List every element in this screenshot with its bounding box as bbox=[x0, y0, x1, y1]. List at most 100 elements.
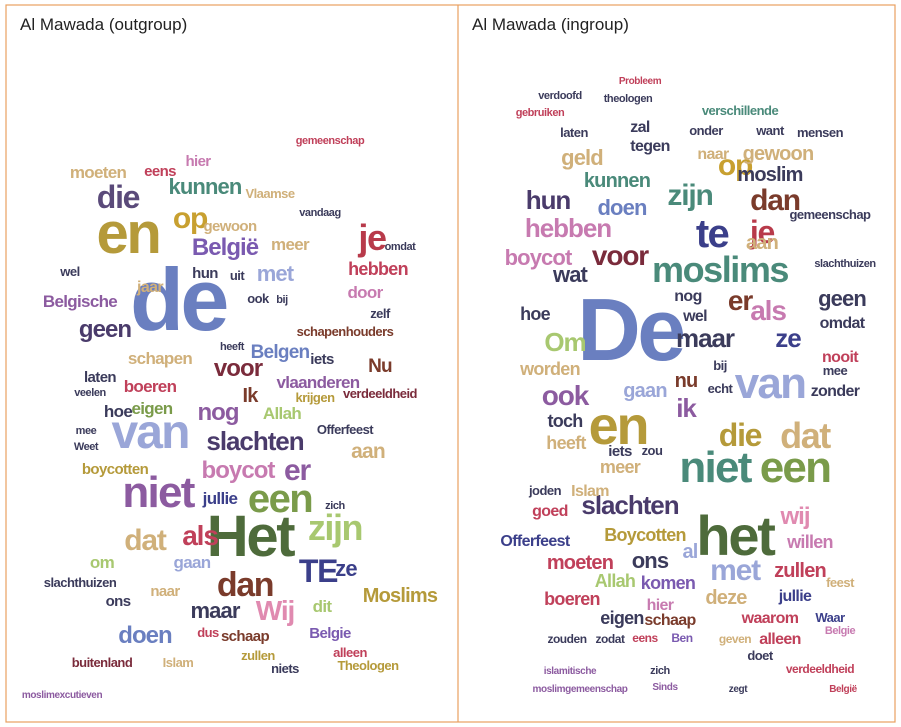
word: mee bbox=[76, 425, 97, 437]
word: zullen bbox=[241, 648, 275, 663]
word: niets bbox=[271, 661, 299, 676]
word: alleen bbox=[333, 645, 367, 660]
word: De bbox=[577, 280, 683, 379]
word: het bbox=[696, 504, 775, 567]
word: slachthuizen bbox=[44, 575, 117, 590]
word: joden bbox=[528, 483, 562, 498]
word: er bbox=[284, 454, 311, 487]
word: kunnen bbox=[584, 170, 650, 192]
word: dit bbox=[313, 597, 333, 616]
word: schaap bbox=[644, 612, 696, 629]
word: Belgen bbox=[251, 342, 310, 363]
word: Islam bbox=[571, 483, 609, 500]
word: naar bbox=[150, 583, 180, 600]
word: doet bbox=[747, 648, 774, 663]
word: België bbox=[192, 234, 259, 261]
word: want bbox=[755, 123, 785, 138]
word: hier bbox=[647, 597, 674, 614]
word: gebruiken bbox=[516, 107, 565, 119]
word: moeten bbox=[70, 163, 127, 182]
word: heeft bbox=[546, 433, 586, 453]
word: verdeeldheid bbox=[343, 386, 418, 401]
word: hoe bbox=[520, 304, 551, 324]
word: verdoofd bbox=[538, 90, 582, 102]
word: slachten bbox=[206, 426, 303, 456]
word: maar bbox=[676, 323, 735, 353]
word: willen bbox=[786, 532, 833, 552]
word: hun bbox=[526, 185, 571, 215]
word: hoe bbox=[104, 402, 132, 421]
word: Theologen bbox=[337, 658, 399, 673]
word: dan bbox=[750, 184, 800, 217]
word: laten bbox=[560, 125, 588, 140]
word: eigen bbox=[131, 399, 172, 418]
word: mensen bbox=[797, 125, 844, 140]
word: Allah bbox=[595, 571, 635, 591]
word: ons bbox=[106, 593, 131, 610]
word: islamitische bbox=[544, 666, 597, 677]
word: hebben bbox=[348, 259, 408, 279]
word: zodat bbox=[596, 632, 625, 646]
word: op bbox=[718, 149, 753, 182]
word: een bbox=[248, 477, 312, 521]
word: vlaanderen bbox=[277, 373, 360, 392]
panel-title: Al Mawada (ingroup) bbox=[472, 15, 629, 34]
word: Belgische bbox=[43, 292, 117, 311]
word: al bbox=[682, 541, 697, 563]
word: je bbox=[749, 214, 775, 250]
word: zelf bbox=[370, 306, 391, 321]
word: echt bbox=[708, 381, 734, 396]
word: nog bbox=[674, 288, 701, 305]
word: gewoon bbox=[743, 143, 814, 165]
frame bbox=[5, 4, 896, 723]
word: en bbox=[589, 396, 648, 456]
word: verschillende bbox=[702, 103, 779, 118]
word: geen bbox=[818, 286, 866, 311]
word: Ben bbox=[671, 631, 692, 645]
word: gewoon bbox=[203, 218, 256, 235]
word: omdat bbox=[820, 315, 866, 332]
word: ze bbox=[335, 556, 357, 581]
word: komen bbox=[641, 573, 695, 593]
word: Belgie bbox=[309, 625, 351, 642]
word: zegt bbox=[729, 684, 748, 695]
word: niet bbox=[679, 443, 752, 492]
word: uit bbox=[230, 268, 246, 283]
word: een bbox=[760, 443, 831, 492]
word: boycot bbox=[202, 457, 276, 484]
word: wij bbox=[779, 503, 809, 530]
word: wel bbox=[682, 308, 707, 325]
word: te bbox=[696, 212, 729, 256]
word: Ik bbox=[242, 385, 259, 407]
word: om bbox=[90, 553, 115, 572]
word: hier bbox=[185, 153, 211, 170]
word: bij bbox=[276, 294, 288, 306]
word: wat bbox=[552, 262, 589, 287]
word: boycotten bbox=[82, 461, 149, 478]
word: dat bbox=[780, 415, 831, 456]
word: Offerfeest bbox=[317, 422, 374, 437]
word: slachthuizen bbox=[814, 258, 876, 270]
word: worden bbox=[519, 359, 580, 379]
word: mee bbox=[823, 363, 848, 378]
word: Weet bbox=[74, 441, 99, 453]
word: dat bbox=[124, 524, 167, 557]
word: jullie bbox=[202, 489, 238, 508]
word: alleen bbox=[759, 631, 801, 648]
word: gaan bbox=[174, 553, 211, 572]
word: meer bbox=[600, 457, 641, 477]
word: omdat bbox=[385, 241, 417, 253]
word: gemeenschap bbox=[296, 135, 365, 147]
word: onder bbox=[689, 123, 723, 138]
word: Om bbox=[544, 327, 585, 357]
word: geld bbox=[561, 145, 603, 170]
word: voor bbox=[592, 240, 649, 271]
word: iets bbox=[608, 443, 632, 460]
word: Belgie bbox=[825, 625, 856, 637]
word: eens bbox=[632, 631, 658, 645]
word: die bbox=[97, 179, 140, 215]
word: zouden bbox=[547, 632, 586, 646]
word: nog bbox=[197, 399, 238, 426]
word: ons bbox=[632, 548, 669, 573]
word: ze bbox=[775, 323, 801, 353]
